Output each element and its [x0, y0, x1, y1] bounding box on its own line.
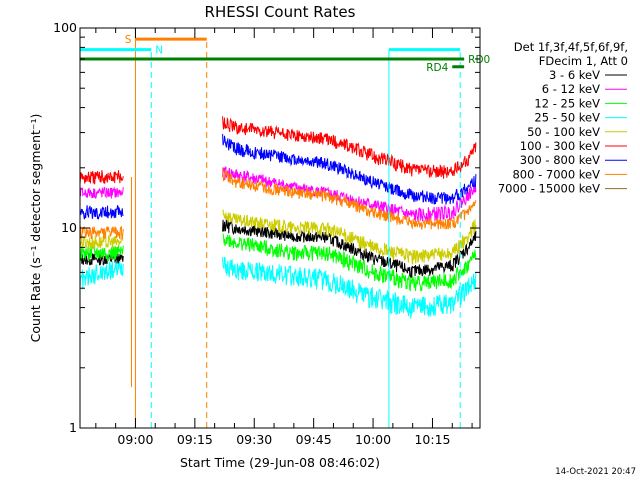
series-line — [79, 234, 124, 250]
series-line — [222, 256, 477, 319]
x-tick-label: 10:00 — [355, 432, 391, 447]
series-line — [79, 261, 124, 290]
legend-entry-label: 7000 - 15000 keV — [498, 182, 600, 196]
x-axis-label: Start Time (29-Jun-08 08:46:02) — [180, 455, 380, 470]
plot-area: S N RD0 RD4 — [79, 28, 490, 428]
x-tick-label: 09:15 — [177, 432, 213, 447]
flag-label: N — [155, 45, 163, 57]
series-line — [79, 186, 124, 200]
legend-entry-label: 3 - 6 keV — [549, 68, 600, 82]
y-tick-label: 1 — [69, 420, 77, 435]
legend-info-line-1: Det 1f,3f,4f,5f,6f,9f, — [514, 40, 628, 54]
legend: Det 1f,3f,4f,5f,6f,9f, FDecim 1, Att 0 3… — [498, 40, 628, 196]
series-line — [222, 167, 477, 230]
y-tick-label: 100 — [53, 20, 77, 35]
series-line — [79, 225, 124, 240]
x-tick-label: 09:30 — [236, 432, 272, 447]
series-line — [79, 205, 124, 221]
series-line — [222, 133, 477, 205]
y-tick-label: 10 — [61, 220, 77, 235]
series-line — [222, 116, 477, 179]
series-line — [79, 245, 124, 262]
flag-label: S — [125, 34, 132, 46]
x-tick-label: 09:45 — [296, 432, 332, 447]
legend-entry-label: 300 - 800 keV — [520, 153, 600, 167]
flag-label: RD4 — [426, 62, 448, 74]
timestamp: 14-Oct-2021 20:47 — [555, 467, 636, 477]
x-axis: 09:00 09:15 09:30 09:45 10:00 10:15 — [95, 28, 473, 447]
legend-entry-label: 25 - 50 keV — [534, 111, 600, 125]
series-line — [79, 170, 124, 185]
chart-title: RHESSI Count Rates — [205, 3, 356, 21]
y-axis: 1 10 100 — [53, 20, 480, 435]
x-tick-label: 09:00 — [117, 432, 153, 447]
legend-entry-label: 6 - 12 keV — [542, 82, 600, 96]
series-line — [222, 217, 477, 278]
x-tick-label: 10:15 — [414, 432, 450, 447]
legend-entry-label: 800 - 7000 keV — [512, 167, 600, 181]
legend-entry-label: 12 - 25 keV — [534, 96, 600, 110]
y-axis-label: Count Rate (s⁻¹ detector segment⁻¹) — [28, 114, 43, 343]
legend-info-line-2: FDecim 1, Att 0 — [539, 54, 628, 68]
legend-entry-label: 50 - 100 keV — [527, 125, 600, 139]
flag-label: RD0 — [468, 54, 490, 66]
series-line — [222, 208, 477, 265]
series-line — [222, 233, 477, 292]
legend-entry-label: 100 - 300 keV — [520, 139, 600, 153]
